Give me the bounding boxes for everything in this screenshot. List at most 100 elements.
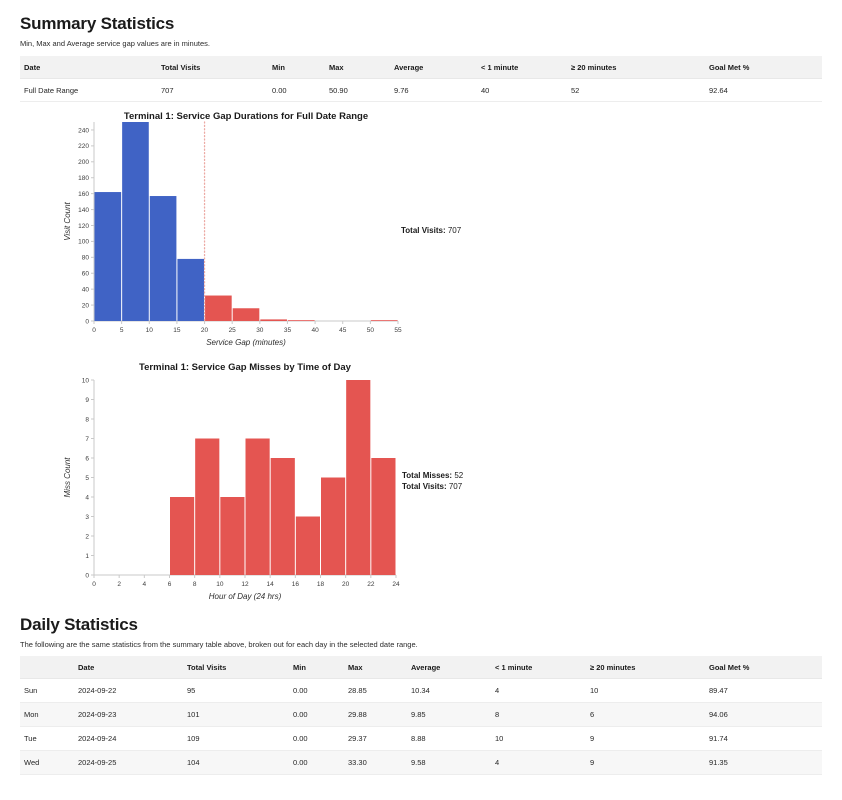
cell: 8.88 bbox=[407, 726, 491, 751]
svg-text:6: 6 bbox=[85, 455, 89, 462]
column-header: Max bbox=[344, 656, 407, 679]
cell: Full Date Range bbox=[20, 78, 157, 102]
svg-text:Terminal 1: Service Gap Misses: Terminal 1: Service Gap Misses by Time o… bbox=[139, 362, 352, 373]
svg-text:240: 240 bbox=[78, 127, 89, 134]
svg-text:15: 15 bbox=[173, 327, 181, 334]
svg-text:55: 55 bbox=[394, 327, 402, 334]
column-header: Date bbox=[20, 56, 157, 79]
svg-text:12: 12 bbox=[241, 581, 249, 588]
column-header: Min bbox=[289, 656, 344, 679]
cell: Wed bbox=[20, 750, 74, 775]
svg-text:160: 160 bbox=[78, 191, 89, 198]
svg-text:120: 120 bbox=[78, 223, 89, 230]
cell: 9 bbox=[586, 726, 705, 751]
daily-statistics-heading: Daily Statistics bbox=[20, 615, 138, 634]
cell: Mon bbox=[20, 702, 74, 727]
svg-text:Hour of Day (24 hrs): Hour of Day (24 hrs) bbox=[209, 592, 282, 601]
svg-text:2: 2 bbox=[117, 581, 121, 588]
svg-text:22: 22 bbox=[367, 581, 375, 588]
svg-text:8: 8 bbox=[193, 581, 197, 588]
cell: 4 bbox=[491, 750, 586, 775]
service-gap-histogram-chart: 0 5 10 15 20 25 30 35 40 45 50 55 0 20 40 60 80 100 120 140… bbox=[63, 111, 462, 347]
cell: 89.47 bbox=[705, 678, 822, 703]
summary-subtitle: Min, Max and Average service gap values … bbox=[20, 39, 210, 48]
cell: 101 bbox=[183, 702, 289, 727]
svg-text:80: 80 bbox=[82, 255, 90, 262]
table-row: Tue 2024-09-24 109 0.00 29.37 8.88 10 9 91.74 bbox=[20, 726, 822, 751]
daily-statistics-table: Date Total Visits Min Max Average < 1 minute ≥… bbox=[20, 656, 822, 775]
cell: 0.00 bbox=[289, 726, 344, 751]
svg-text:45: 45 bbox=[339, 327, 347, 334]
cell: 8 bbox=[491, 702, 586, 727]
cell: 2024-09-23 bbox=[74, 702, 183, 727]
header-row: Date Total Visits Min Max Average < 1 minute ≥… bbox=[20, 56, 822, 79]
cell: 40 bbox=[477, 78, 567, 102]
cell: 2024-09-25 bbox=[74, 750, 183, 775]
svg-text:Total Misses: 52: Total Misses: 52 bbox=[402, 471, 464, 480]
svg-text:220: 220 bbox=[78, 143, 89, 150]
cell: 33.30 bbox=[344, 750, 407, 775]
column-header: Max bbox=[325, 56, 390, 79]
svg-text:35: 35 bbox=[284, 327, 292, 334]
table-row: Mon 2024-09-23 101 0.00 29.88 9.85 8 6 94.06 bbox=[20, 702, 822, 727]
cell: 0.00 bbox=[289, 750, 344, 775]
column-header: Average bbox=[407, 656, 491, 679]
cell: 0.00 bbox=[289, 702, 344, 727]
svg-text:60: 60 bbox=[82, 271, 90, 278]
column-header: Date bbox=[74, 656, 183, 679]
svg-text:5: 5 bbox=[120, 327, 124, 334]
svg-text:2: 2 bbox=[85, 533, 89, 540]
cell: 2024-09-24 bbox=[74, 726, 183, 751]
svg-text:18: 18 bbox=[317, 581, 325, 588]
cell: 94.06 bbox=[705, 702, 822, 727]
svg-text:10: 10 bbox=[216, 581, 224, 588]
svg-text:4: 4 bbox=[143, 581, 147, 588]
svg-text:14: 14 bbox=[267, 581, 275, 588]
svg-text:Terminal 1: Service Gap Durati: Terminal 1: Service Gap Durations for Fu… bbox=[124, 111, 368, 122]
misses-by-hour-chart: 0 2 4 6 8 10 12 14 16 18 20 22 24012345678910Termina… bbox=[63, 362, 464, 601]
svg-text:Visit Count: Visit Count bbox=[63, 201, 72, 240]
svg-text:3: 3 bbox=[85, 514, 89, 521]
cell: 2024-09-22 bbox=[74, 678, 183, 703]
svg-text:16: 16 bbox=[292, 581, 300, 588]
svg-text:1: 1 bbox=[85, 553, 89, 560]
svg-text:Total Visits: 707: Total Visits: 707 bbox=[402, 482, 463, 491]
cell: 10 bbox=[586, 678, 705, 703]
cell: 104 bbox=[183, 750, 289, 775]
cell: 9.85 bbox=[407, 702, 491, 727]
svg-text:24: 24 bbox=[392, 581, 400, 588]
cell: 6 bbox=[586, 702, 705, 727]
cell: 92.64 bbox=[705, 78, 822, 102]
column-header: Average bbox=[390, 56, 477, 79]
svg-text:8: 8 bbox=[85, 416, 89, 423]
table-row: Full Date Range 707 0.00 50.90 9.76 40 52 92.64 bbox=[20, 78, 822, 102]
svg-text:0: 0 bbox=[92, 581, 96, 588]
svg-text:Total Visits: 707: Total Visits: 707 bbox=[401, 226, 462, 235]
table-row: Sun 2024-09-22 95 0.00 28.85 10.34 4 10 89.47 bbox=[20, 678, 822, 703]
column-header: Total Visits bbox=[157, 56, 268, 79]
column-header: Goal Met % bbox=[705, 656, 822, 679]
cell: 10.34 bbox=[407, 678, 491, 703]
svg-text:5: 5 bbox=[85, 475, 89, 482]
column-header: ≥ 20 minutes bbox=[586, 656, 705, 679]
svg-text:20: 20 bbox=[201, 327, 209, 334]
cell: Tue bbox=[20, 726, 74, 751]
svg-text:0: 0 bbox=[85, 572, 89, 579]
cell: 9.58 bbox=[407, 750, 491, 775]
svg-text:20: 20 bbox=[82, 302, 90, 309]
cell: 707 bbox=[157, 78, 268, 102]
table-row: Wed 2024-09-25 104 0.00 33.30 9.58 4 9 91.35 bbox=[20, 750, 822, 775]
svg-text:10: 10 bbox=[146, 327, 154, 334]
cell: 28.85 bbox=[344, 678, 407, 703]
column-header: ≥ 20 minutes bbox=[567, 56, 705, 79]
svg-text:200: 200 bbox=[78, 159, 89, 166]
svg-text:Service Gap (minutes): Service Gap (minutes) bbox=[206, 338, 286, 347]
cell: 9.76 bbox=[390, 78, 477, 102]
cell: 9 bbox=[586, 750, 705, 775]
svg-text:30: 30 bbox=[256, 327, 264, 334]
cell: 29.88 bbox=[344, 702, 407, 727]
cell: 50.90 bbox=[325, 78, 390, 102]
cell: 4 bbox=[491, 678, 586, 703]
svg-text:20: 20 bbox=[342, 581, 350, 588]
